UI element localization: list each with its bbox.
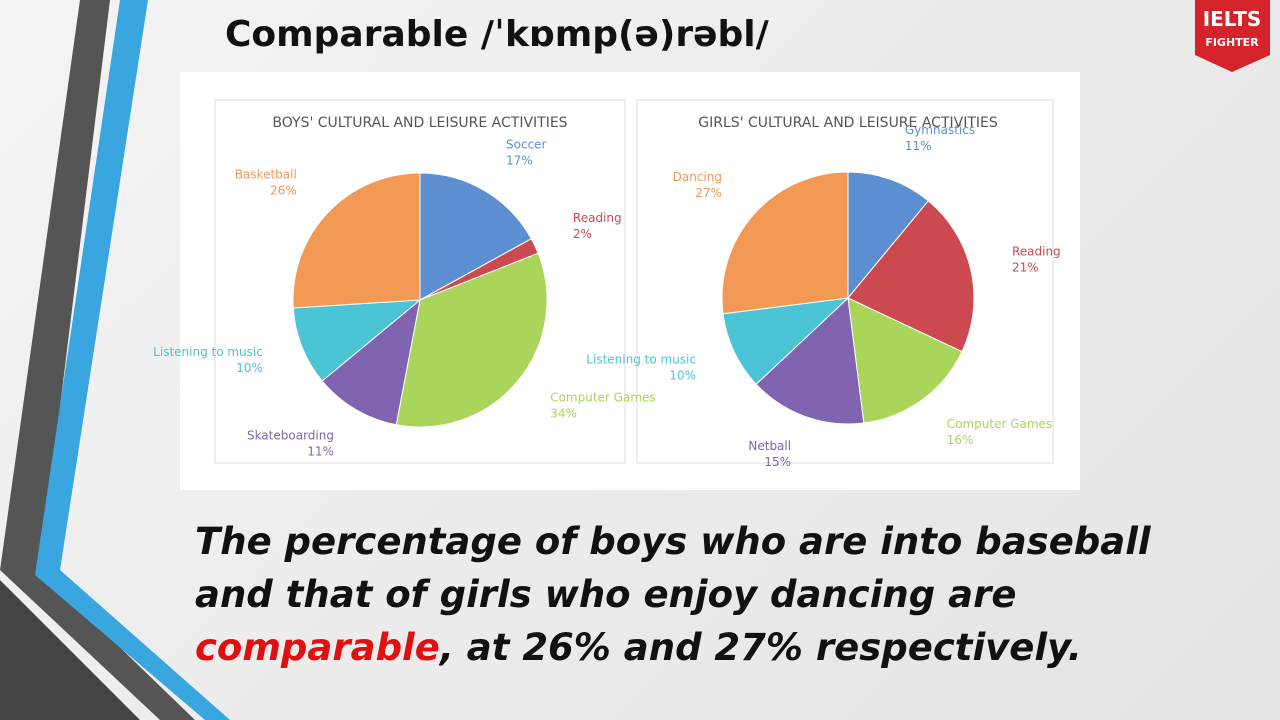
slice-value-label: 11% (307, 444, 334, 458)
slice-label: Netball 15% (748, 439, 791, 469)
slice-category: Gymnastics (905, 123, 975, 137)
slice-category: Listening to music (153, 345, 263, 359)
logo-text: IELTS (1203, 7, 1262, 31)
slice-label: Skateboarding 11% (247, 428, 334, 458)
slice-value-label: 11% (905, 139, 932, 153)
slice-category: Reading (573, 211, 622, 225)
caption-highlight: comparable (195, 626, 440, 669)
caption-text: The percentage of boys who are into base… (195, 520, 1151, 616)
slice-label: Listening to music 10% (586, 353, 696, 383)
pie-slice (419, 172, 532, 301)
slice-value-label: 34% (550, 407, 577, 421)
pie-slice (847, 171, 930, 300)
slice-value-label: 21% (1012, 260, 1039, 274)
slice-category: Netball (748, 439, 791, 453)
pie-slice (321, 298, 421, 426)
slice-label: Soccer 17% (506, 138, 547, 168)
slice-value-label: 16% (947, 433, 974, 447)
logo-text: FIGHTER (1205, 36, 1259, 49)
chart-title: GIRLS' CULTURAL AND LEISURE ACTIVITIES (698, 115, 998, 131)
slice-label: Reading 2% (573, 211, 622, 241)
pie-slice (847, 297, 963, 424)
decor-stripe (0, 0, 195, 720)
slice-category: Basketball (235, 167, 297, 181)
slice-label: Computer Games 34% (550, 391, 655, 421)
caption-text: , at 26% and 27% respectively. (439, 626, 1082, 669)
slice-label: Listening to music 10% (153, 345, 263, 375)
slice-category: Soccer (506, 138, 547, 152)
slice-value-label: 17% (506, 154, 533, 168)
pie-slice (395, 252, 548, 428)
slice-value-label: 10% (236, 361, 263, 375)
decor-stripe (0, 580, 140, 720)
slice-category: Dancing (673, 170, 722, 184)
slice-value-label: 2% (573, 227, 592, 241)
caption: The percentage of boys who are into base… (195, 515, 1195, 674)
logo-shield (1195, 0, 1270, 72)
slice-category: Computer Games (947, 417, 1052, 431)
chart-title: BOYS' CULTURAL AND LEISURE ACTIVITIES (272, 115, 567, 131)
slice-label: Reading 21% (1012, 244, 1061, 274)
slide-title: Comparable /ˈkɒmp(ə)rəbl/ (225, 14, 769, 55)
pie-slice (722, 297, 850, 385)
pie-slice (292, 172, 421, 309)
pie-slice (755, 296, 865, 425)
slice-category: Computer Games (550, 391, 655, 405)
charts: BOYS' CULTURAL AND LEISURE ACTIVITIES Soc… (153, 115, 1060, 469)
slice-category: Skateboarding (247, 428, 334, 442)
slice-category: Listening to music (586, 353, 696, 367)
pie-slice (847, 200, 975, 353)
slice-value-label: 15% (764, 455, 791, 469)
decor-stripe (35, 0, 230, 720)
slice-value-label: 10% (669, 369, 696, 383)
slice-value-label: 27% (695, 186, 722, 200)
slice-value-label: 26% (270, 183, 297, 197)
slice-label: Computer Games 16% (947, 417, 1052, 447)
slice-label: Gymnastics 11% (905, 123, 975, 153)
slice-label: Dancing 27% (673, 170, 722, 200)
pie-slice (721, 171, 849, 315)
slice-category: Reading (1012, 244, 1061, 258)
slice-label: Basketball 26% (235, 167, 297, 197)
pie-slice (292, 299, 422, 382)
